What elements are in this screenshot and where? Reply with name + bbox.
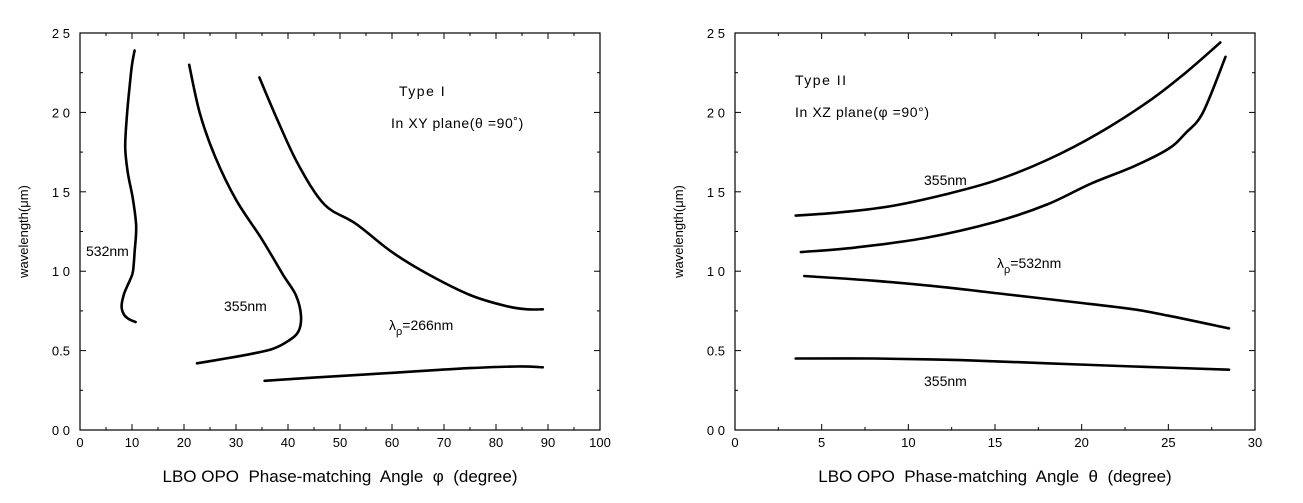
x-tick-label: 70 bbox=[437, 435, 451, 450]
type-annotation: Type I bbox=[399, 83, 446, 99]
x-tick-label: 5 bbox=[818, 435, 825, 450]
y-axis-label: wavelength(μm) bbox=[16, 185, 31, 279]
x-tick-label: 15 bbox=[988, 435, 1002, 450]
x-tick-label: 60 bbox=[385, 435, 399, 450]
type-annotation: Type II bbox=[795, 72, 848, 88]
chart-panel-left: 0 10 20 30 40 50 60 70 80 90 100 0 0 0.5 1 0 1 5 2 0 2 5… bbox=[16, 26, 611, 486]
y-axis-label: wavelength(μm) bbox=[671, 185, 686, 279]
x-tick-label: 40 bbox=[281, 435, 295, 450]
chart-panel-right: 0 5 10 15 20 25 30 0 0 0.5 1 0 1 5 2 0 2 5 LBO OPO Ph… bbox=[671, 26, 1262, 486]
x-tick-label: 25 bbox=[1161, 435, 1175, 450]
series-line bbox=[263, 365, 545, 383]
x-tick-label: 0 bbox=[76, 435, 83, 450]
series-line bbox=[794, 357, 1231, 371]
x-axis-label: LBO OPO Phase-matching Angle φ (degree) bbox=[163, 467, 518, 486]
x-tick-label: 90 bbox=[541, 435, 555, 450]
plane-annotation: In XY plane(θ =90˚) bbox=[391, 115, 524, 131]
series-line bbox=[799, 55, 1227, 254]
x-tick-label: 50 bbox=[333, 435, 347, 450]
x-tick-label: 30 bbox=[229, 435, 243, 450]
plot-frame bbox=[734, 32, 1256, 431]
x-axis-label: LBO OPO Phase-matching Angle θ (degree) bbox=[818, 467, 1171, 486]
series-label: 355nm bbox=[924, 172, 967, 188]
y-tick-label: 0 0 bbox=[52, 423, 70, 438]
y-tick-label: 0.5 bbox=[52, 344, 70, 359]
y-tick-label: 2 5 bbox=[707, 26, 725, 41]
x-tick-label: 20 bbox=[1074, 435, 1088, 450]
plot-frame bbox=[79, 32, 601, 431]
series-label: 532nm bbox=[86, 243, 129, 259]
plane-annotation: In XZ plane(φ =90°) bbox=[795, 104, 930, 120]
x-tick-label: 10 bbox=[901, 435, 915, 450]
y-tick-label: 2 5 bbox=[52, 26, 70, 41]
series-label: 355nm bbox=[924, 373, 967, 389]
series-label: λρ=266nm bbox=[389, 317, 453, 338]
x-tick-label: 20 bbox=[177, 435, 191, 450]
y-tick-label: 0 0 bbox=[707, 423, 725, 438]
series-line bbox=[187, 63, 303, 365]
series-line bbox=[258, 76, 545, 311]
series-line bbox=[794, 41, 1222, 217]
y-tick-label: 1 5 bbox=[707, 185, 725, 200]
y-tick-label: 1 0 bbox=[52, 264, 70, 279]
x-tick-label: 100 bbox=[589, 435, 611, 450]
series-label: 355nm bbox=[224, 298, 267, 314]
x-tick-label: 0 bbox=[731, 435, 738, 450]
y-tick-label: 1 0 bbox=[707, 264, 725, 279]
y-tick-label: 2 0 bbox=[707, 105, 725, 120]
x-tick-label: 10 bbox=[125, 435, 139, 450]
y-tick-label: 0.5 bbox=[707, 344, 725, 359]
series-line bbox=[803, 274, 1231, 330]
series-label: λρ=532nm bbox=[997, 255, 1061, 276]
x-tick-label: 80 bbox=[489, 435, 503, 450]
series-line bbox=[120, 49, 138, 324]
x-tick-label: 30 bbox=[1248, 435, 1262, 450]
y-tick-label: 1 5 bbox=[52, 185, 70, 200]
y-tick-label: 2 0 bbox=[52, 105, 70, 120]
